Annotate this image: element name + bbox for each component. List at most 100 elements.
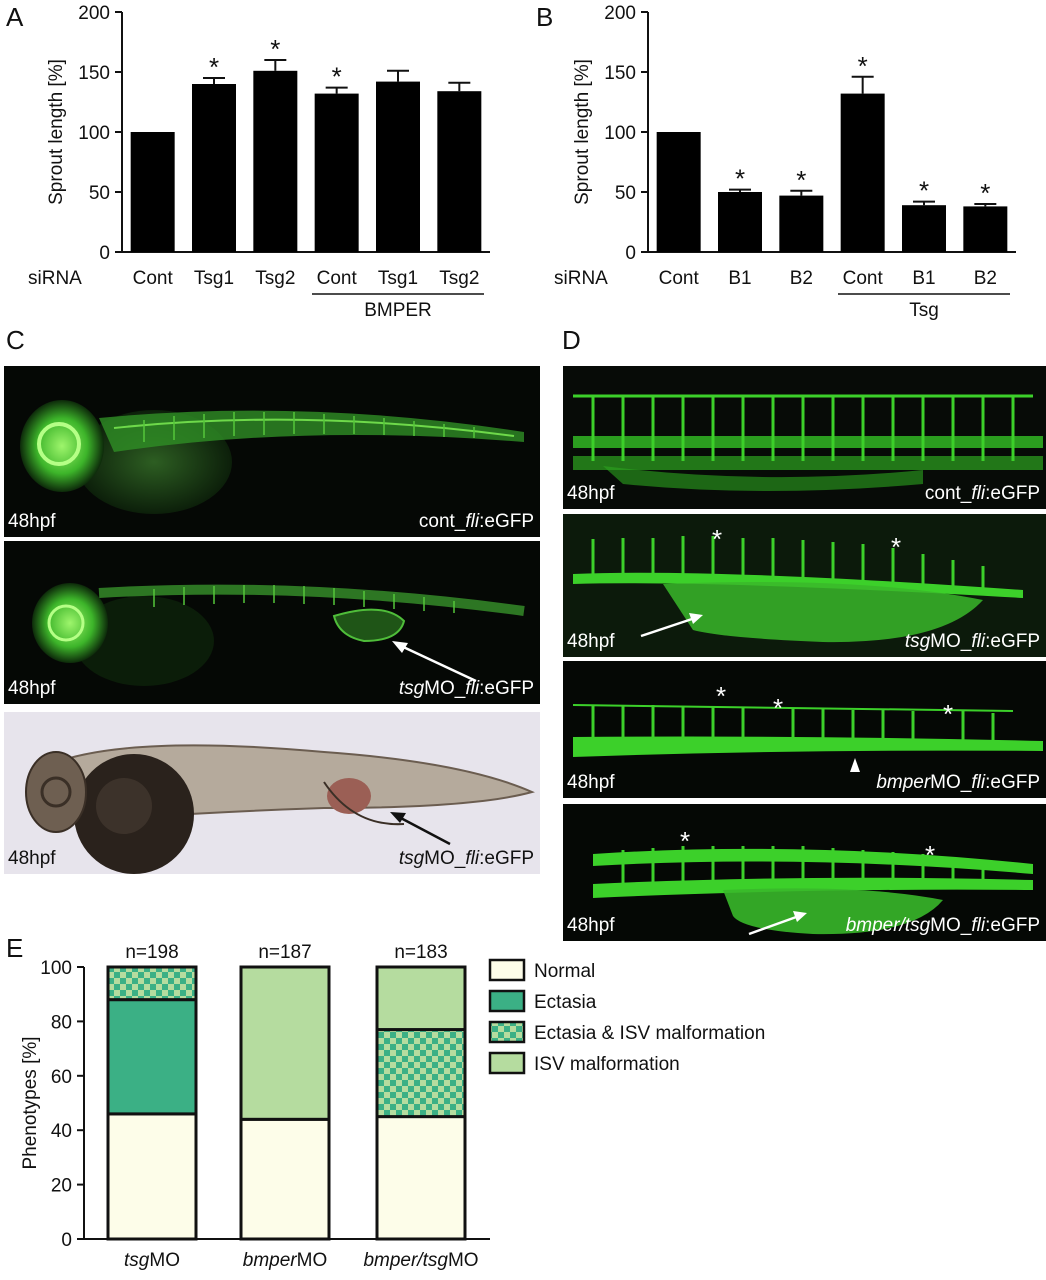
caption-gene: fli	[465, 511, 480, 532]
stacked-segment	[375, 1115, 467, 1241]
panel-letter-b: B	[536, 2, 554, 32]
y-tick-label: 50	[89, 183, 110, 204]
x-tick-label: Cont	[659, 268, 700, 289]
stacked-segment	[375, 965, 467, 1032]
stacked-segment	[106, 998, 198, 1116]
bar	[840, 93, 885, 252]
row-label: siRNA	[554, 268, 608, 289]
y-tick-label: 200	[604, 3, 636, 24]
x-tick-label: Cont	[317, 268, 358, 289]
caption-reporter: fli	[971, 631, 986, 652]
chart-b: 0 50 100 150 200 Sprout length [%] siRNA Cont * B…	[554, 3, 1016, 321]
bar	[314, 93, 359, 252]
bar	[963, 206, 1008, 252]
y-tick-label: 200	[78, 3, 110, 24]
arrow-icon	[748, 911, 807, 936]
caption-suffix: :eGFP	[985, 483, 1040, 504]
y-tick-label: 0	[61, 1230, 72, 1251]
caption-suffix: :eGFP	[985, 772, 1040, 793]
x-tick-label: Tsg2	[439, 268, 479, 289]
group-label: BMPER	[364, 300, 432, 321]
significance-mark: *	[209, 52, 219, 82]
bar	[253, 70, 298, 252]
stacked-segment	[375, 1028, 467, 1119]
panel-letter-d: D	[562, 325, 581, 355]
caption-middle: MO_	[930, 631, 972, 652]
chart-a: 0 50 100 150 200 Sprout length [%] siRNA Cont * T…	[28, 3, 490, 321]
caption-prefix: cont_	[924, 483, 972, 504]
caption-gene: bmper/tsg	[845, 915, 931, 936]
significance-mark: *	[716, 681, 726, 711]
caption-gene: bmper	[876, 772, 931, 793]
caption-suffix: :eGFP	[985, 915, 1040, 936]
panel-d-image-1: 48hpf cont_fli:eGFP	[563, 366, 1046, 509]
condition-label: tsgMO_fli:eGFP	[399, 848, 534, 870]
condition-label: cont_fli:eGFP	[925, 483, 1040, 505]
vasculature-image: * * *	[572, 681, 1043, 772]
y-tick-label: 50	[615, 183, 636, 204]
x-tick-label: bmperMO	[243, 1250, 327, 1271]
arrowhead-icon	[850, 758, 860, 772]
caption-reporter: fli	[465, 848, 480, 869]
panel-c-image-3: 48hpf tsgMO_fli:eGFP	[4, 712, 540, 874]
caption-suffix: :eGFP	[985, 631, 1040, 652]
arrow-icon	[640, 613, 703, 638]
stacked-segment	[106, 965, 198, 1002]
bar	[192, 84, 236, 252]
panel-d-image-2: * * 48hpf tsgMO_fli:eGFP	[563, 514, 1046, 657]
bar	[437, 91, 482, 252]
y-tick-label: 150	[78, 63, 110, 84]
caption-middle: MO_	[424, 678, 466, 699]
y-axis-label: Sprout length [%]	[46, 59, 67, 205]
embryo-fluorescent-image	[32, 583, 525, 686]
legend-swatch	[488, 989, 526, 1013]
x-tick-label: B1	[728, 268, 751, 289]
x-tick-label: B2	[790, 268, 813, 289]
y-tick-label: 150	[604, 63, 636, 84]
legend-label: Ectasia	[534, 992, 597, 1013]
panel-d-image-4: * * 48hpf bmper/tsgMO_fli:eGFP	[563, 804, 1046, 941]
caption-suffix: :eGFP	[479, 511, 534, 532]
panel-letter-c: C	[6, 325, 25, 355]
group-label: Tsg	[909, 300, 939, 321]
vasculature-image: * *	[593, 826, 1033, 936]
significance-mark: *	[925, 840, 935, 870]
legend-swatch	[488, 1051, 526, 1075]
bar	[656, 132, 701, 252]
stage-label: 48hpf	[8, 511, 56, 532]
x-tick-label: bmper/tsgMO	[363, 1250, 478, 1271]
legend-label: Ectasia & ISV malformation	[534, 1023, 765, 1044]
caption-reporter: fli	[465, 678, 480, 699]
x-tick-label: B1	[912, 268, 935, 289]
significance-mark: *	[943, 699, 953, 729]
y-tick-label: 0	[625, 243, 636, 264]
condition-label: tsgMO_fli:eGFP	[905, 631, 1040, 653]
caption-gene: fli	[971, 483, 986, 504]
chart-e: 0 20 40 60 80 100 Phenotypes [%] n=198 tsgMO n=18…	[20, 942, 765, 1271]
significance-mark: *	[680, 826, 690, 856]
panel-d-image-3: * * * 48hpf bmperMO_fli:eGFP	[563, 661, 1046, 798]
stage-label: 48hpf	[567, 631, 615, 652]
y-axis-label: Phenotypes [%]	[20, 1036, 41, 1169]
n-label: n=198	[125, 942, 178, 963]
x-tick-label: B2	[974, 268, 997, 289]
stacked-segment	[106, 1112, 198, 1241]
row-label: siRNA	[28, 268, 82, 289]
significance-mark: *	[919, 176, 929, 206]
caption-suffix: :eGFP	[479, 848, 534, 869]
stacked-segment	[239, 965, 331, 1121]
caption-suffix: :eGFP	[479, 678, 534, 699]
bar	[779, 195, 824, 252]
y-tick-label: 0	[99, 243, 110, 264]
y-axis-label: Sprout length [%]	[572, 59, 593, 205]
stacked-segment	[239, 1117, 331, 1241]
condition-label: bmper/tsgMO_fli:eGFP	[846, 915, 1040, 937]
x-tick-label: tsgMO	[124, 1250, 180, 1271]
x-tick-label: Tsg2	[255, 268, 295, 289]
significance-mark: *	[773, 693, 783, 723]
arrow-icon	[392, 641, 477, 683]
caption-middle: MO_	[930, 772, 972, 793]
significance-mark: *	[270, 34, 280, 64]
bar	[130, 132, 175, 252]
y-tick-label: 40	[51, 1121, 72, 1142]
